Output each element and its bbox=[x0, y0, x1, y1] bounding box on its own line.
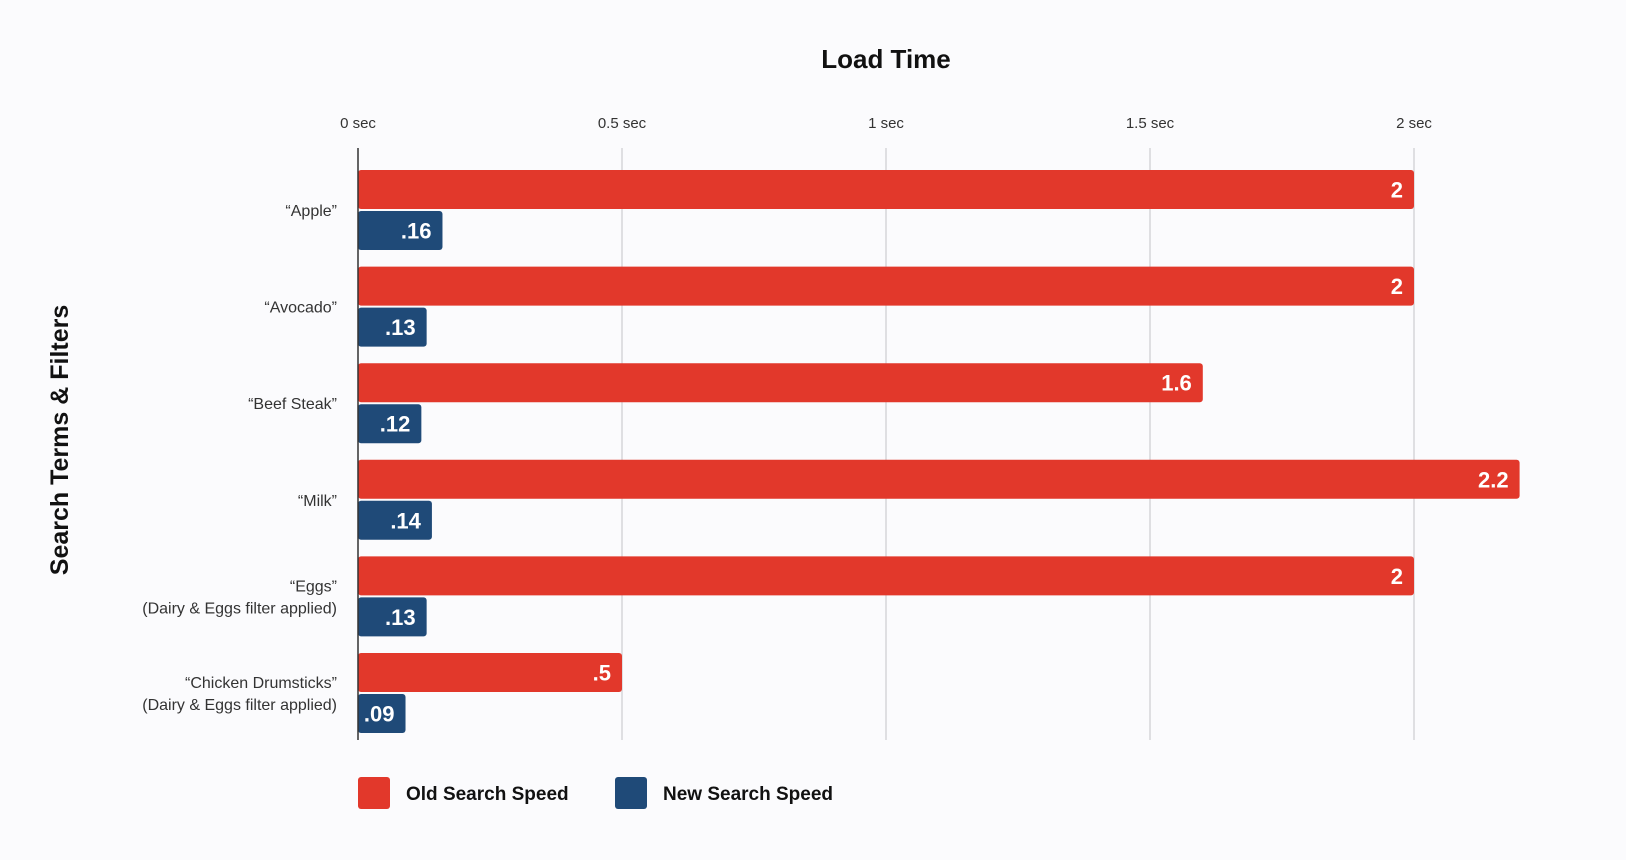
category-label: “Avocado” bbox=[264, 300, 337, 317]
chart-title: Load Time bbox=[821, 44, 951, 74]
x-tick-label: 0.5 sec bbox=[598, 115, 647, 132]
bar-value-label: .13 bbox=[385, 315, 416, 340]
bar-value-label: .5 bbox=[593, 661, 611, 686]
bar-value-label: .13 bbox=[385, 605, 416, 630]
legend-swatch-new bbox=[615, 777, 647, 809]
new-search-speed-bar bbox=[358, 211, 443, 250]
bar-value-label: 2 bbox=[1391, 178, 1403, 203]
old-search-speed-bar bbox=[358, 653, 622, 692]
old-search-speed-bar bbox=[358, 459, 1520, 499]
bar-value-label: .09 bbox=[364, 702, 395, 727]
category-label: “Chicken Drumsticks” bbox=[185, 675, 337, 692]
bar-value-label: 2 bbox=[1391, 274, 1403, 299]
bar-value-label: .14 bbox=[390, 508, 421, 533]
category-label: “Apple” bbox=[285, 203, 337, 220]
bar-value-label: 1.6 bbox=[1161, 371, 1192, 396]
bar-value-label: .12 bbox=[380, 412, 411, 437]
category-labels: “Apple” “Avocado” “Beef Steak” “Milk” “Eggs”… bbox=[142, 203, 337, 714]
category-label: “Milk” bbox=[298, 493, 337, 510]
legend-label-old: Old Search Speed bbox=[406, 784, 569, 805]
new-search-speed-bar bbox=[358, 307, 427, 347]
x-tick-label: 1.5 sec bbox=[1126, 115, 1175, 132]
x-tick-label: 1 sec bbox=[868, 115, 904, 132]
category-label: “Beef Steak” bbox=[248, 396, 337, 413]
new-search-speed-bar bbox=[358, 404, 422, 444]
category-label: (Dairy & Eggs filter applied) bbox=[142, 600, 337, 617]
x-tick-label: 2 sec bbox=[1396, 115, 1432, 132]
category-label: “Eggs” bbox=[290, 578, 337, 595]
bar-value-label: 2 bbox=[1391, 564, 1403, 589]
legend: Old Search Speed New Search Speed bbox=[358, 777, 833, 809]
category-label: (Dairy & Eggs filter applied) bbox=[142, 697, 337, 714]
new-search-speed-bar bbox=[358, 500, 432, 540]
legend-swatch-old bbox=[358, 777, 390, 809]
y-axis-label: Search Terms & Filters bbox=[46, 305, 74, 575]
bar-value-label: .16 bbox=[401, 219, 432, 244]
old-search-speed-bar bbox=[358, 363, 1203, 403]
bar-value-label: 2.2 bbox=[1478, 467, 1509, 492]
x-tick-label: 0 sec bbox=[340, 115, 376, 132]
new-search-speed-bar bbox=[358, 597, 427, 637]
old-search-speed-bar bbox=[358, 556, 1414, 596]
legend-label-new: New Search Speed bbox=[663, 784, 833, 805]
old-search-speed-bar bbox=[358, 266, 1414, 306]
bars: 2 .16 2 .13 1.6 .12 2.2 .14 2 .13 .5 .09 bbox=[358, 170, 1520, 733]
grid-lines bbox=[621, 148, 1415, 740]
old-search-speed-bar bbox=[358, 170, 1414, 209]
new-search-speed-bar bbox=[358, 694, 406, 733]
x-axis-ticks: 0 sec 0.5 sec 1 sec 1.5 sec 2 sec bbox=[340, 115, 1432, 132]
